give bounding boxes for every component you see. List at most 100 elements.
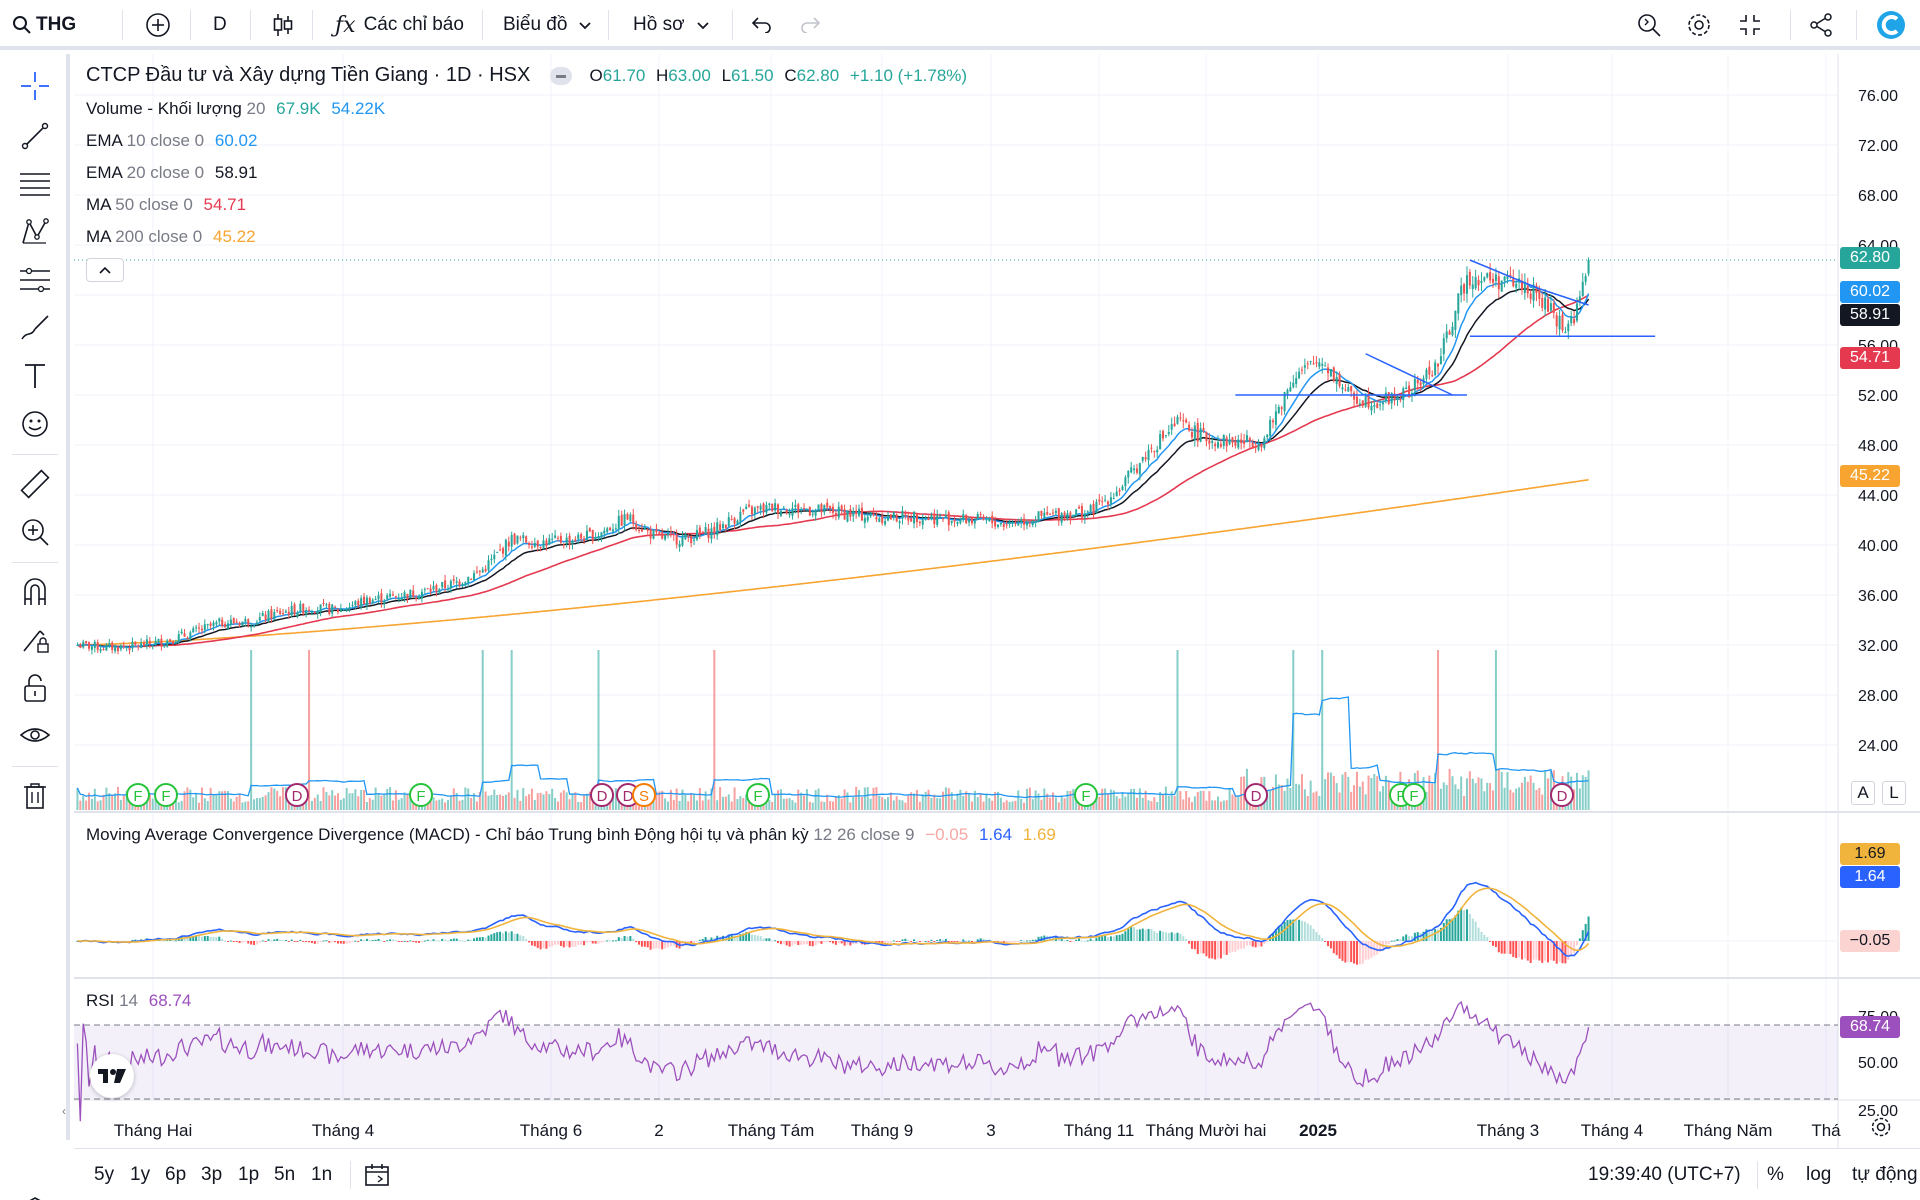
profile-button[interactable]: Hồ sơ (633, 0, 709, 50)
layers-icon[interactable] (15, 1189, 55, 1200)
tradingview-logo[interactable] (90, 1054, 134, 1098)
macd-histogram-bar (1063, 940, 1066, 942)
log-toggle[interactable]: log (1806, 1164, 1832, 1185)
range-1y[interactable]: 1y (130, 1164, 151, 1185)
candle-body (1408, 385, 1411, 398)
share-icon[interactable] (1808, 0, 1834, 50)
candle-body (1280, 407, 1283, 409)
fib-retracement-icon[interactable] (15, 164, 55, 204)
volume-bar (368, 798, 371, 810)
volume-bar (1318, 796, 1321, 810)
volume-bar (1303, 789, 1306, 810)
indicators-button[interactable]: ƒx Các chỉ báo (335, 0, 464, 50)
range-1n[interactable]: 1n (311, 1164, 333, 1185)
ma50-legend[interactable]: MA 50 close 0 54.71 (86, 195, 246, 215)
percent-toggle[interactable]: % (1767, 1164, 1784, 1185)
candle-body (568, 535, 571, 545)
volume-bar (102, 794, 105, 810)
macd-histogram-bar (1573, 941, 1576, 953)
range-5y[interactable]: 5y (94, 1164, 115, 1185)
volume-bar (597, 650, 600, 810)
range-6p[interactable]: 6p (165, 1164, 187, 1185)
goto-date-button[interactable] (364, 1149, 390, 1200)
volume-bar (881, 797, 884, 810)
candle-body (267, 611, 270, 621)
macd-histogram-bar (258, 941, 261, 943)
macd-histogram-bar (131, 939, 134, 941)
symbol-search[interactable]: THG (12, 0, 76, 50)
candle-body (1584, 276, 1587, 282)
ema20-legend[interactable]: EMA 20 close 0 58.91 (86, 163, 257, 183)
candle-body (1182, 420, 1185, 422)
volume-bar (449, 796, 452, 810)
volume-bar (1332, 775, 1335, 810)
range-3p[interactable]: 3p (201, 1164, 223, 1185)
quick-search-icon[interactable] (1636, 0, 1662, 50)
candle-body (1500, 280, 1503, 292)
macd-histogram-bar (322, 940, 325, 942)
candle-body (947, 512, 950, 526)
auto-toggle[interactable]: tự động (1852, 1164, 1918, 1185)
clock[interactable]: 19:39:40 (UTC+7) (1588, 1164, 1741, 1185)
lock-drawing-icon[interactable] (15, 620, 55, 660)
emoji-icon[interactable] (15, 404, 55, 444)
trash-icon[interactable] (15, 776, 55, 816)
candle-body (426, 588, 429, 590)
ema10-legend[interactable]: EMA 10 close 0 60.02 (86, 131, 257, 151)
pattern-icon[interactable] (15, 212, 55, 252)
candles-icon[interactable] (272, 0, 294, 50)
redo-icon[interactable] (800, 0, 822, 50)
eye-icon[interactable] (15, 716, 55, 756)
candle-body (672, 533, 675, 535)
ruler-icon[interactable] (15, 464, 55, 504)
volume-bar (571, 793, 574, 810)
volume-bar (1199, 790, 1202, 810)
log-scale-button[interactable]: L (1882, 781, 1906, 805)
candle-body (1468, 271, 1471, 286)
ema10-price-tag: 60.02 (1840, 281, 1900, 303)
text-tool-icon[interactable] (15, 356, 55, 396)
macd-tag: 1.64 (1840, 866, 1900, 888)
rsi-legend[interactable]: RSI 14 68.74 (86, 991, 191, 1011)
macd-histogram-bar (1040, 936, 1043, 941)
macd-histogram-bar (646, 941, 649, 948)
macd-histogram-bar (1164, 932, 1167, 941)
macd-legend[interactable]: Moving Average Convergence Divergence (M… (86, 825, 1056, 845)
candle-body (776, 504, 780, 514)
candle-body (583, 538, 586, 542)
volume-bar (389, 787, 392, 810)
candle-body (1445, 331, 1448, 339)
volume-bar (1028, 787, 1031, 810)
volume-bar (397, 799, 400, 810)
symbol-title[interactable]: CTCP Đầu tư và Xây dựng Tiền Giang · 1D … (86, 64, 531, 86)
exit-fullscreen-icon[interactable] (1738, 0, 1762, 50)
undo-icon[interactable] (750, 0, 772, 50)
axis-settings-button[interactable] (1870, 1116, 1892, 1138)
zoom-in-icon[interactable] (15, 512, 55, 552)
gear-icon[interactable] (1686, 0, 1712, 50)
candle-body (588, 528, 591, 532)
volume-legend[interactable]: Volume - Khối lượng 20 67.9K 54.22K (86, 99, 385, 119)
candle-body (1211, 440, 1214, 443)
crosshair-icon[interactable] (15, 66, 55, 106)
range-5n[interactable]: 5n (274, 1164, 296, 1185)
trendline-icon[interactable] (15, 116, 55, 156)
candle-body (186, 637, 189, 639)
brush-icon[interactable] (15, 308, 55, 348)
projection-icon[interactable] (15, 260, 55, 300)
chart-type-button[interactable]: Biểu đồ (503, 0, 592, 50)
candle-body (470, 579, 473, 581)
candle-body (1477, 279, 1480, 286)
unlock-icon[interactable] (15, 668, 55, 708)
compare-add-icon[interactable] (145, 0, 171, 50)
legend-dot-icon[interactable] (549, 66, 572, 85)
collapse-legend-button[interactable] (86, 258, 124, 282)
range-1p[interactable]: 1p (238, 1164, 260, 1185)
magnet-icon[interactable] (15, 572, 55, 612)
toolbar-collapse-handle[interactable]: ‹ (62, 1104, 66, 1118)
auto-scale-button[interactable]: A (1851, 781, 1875, 805)
interval-button[interactable]: D (213, 14, 227, 35)
volume-bar (1092, 802, 1095, 810)
ma200-legend[interactable]: MA 200 close 0 45.22 (86, 227, 256, 247)
